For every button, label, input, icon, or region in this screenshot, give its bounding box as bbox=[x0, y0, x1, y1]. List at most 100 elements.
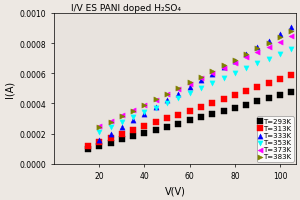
T=313K bbox=[289, 74, 294, 78]
T=293K bbox=[221, 110, 226, 113]
T=353K bbox=[119, 121, 124, 124]
T=333K bbox=[255, 46, 260, 50]
T=313K bbox=[142, 125, 147, 128]
T=373K bbox=[199, 78, 203, 81]
T=333K bbox=[153, 106, 158, 109]
T=333K bbox=[108, 132, 113, 135]
T=293K bbox=[187, 119, 192, 122]
T=293K bbox=[131, 135, 136, 138]
T=313K bbox=[176, 113, 181, 117]
T=333K bbox=[187, 86, 192, 89]
T=333K bbox=[176, 93, 181, 96]
T=353K bbox=[97, 131, 102, 134]
T=333K bbox=[210, 73, 214, 76]
T=313K bbox=[153, 121, 158, 124]
Legend: T=293K, T=313K, T=333K, T=353K, T=373K, T=383K: T=293K, T=313K, T=333K, T=353K, T=373K, … bbox=[256, 117, 294, 162]
T=333K bbox=[97, 139, 102, 142]
T=383K bbox=[289, 31, 294, 34]
T=313K bbox=[244, 90, 248, 93]
T=293K bbox=[244, 103, 248, 107]
T=383K bbox=[232, 59, 237, 62]
T=293K bbox=[266, 97, 271, 100]
T=293K bbox=[108, 141, 113, 144]
T=373K bbox=[221, 67, 226, 70]
T=383K bbox=[221, 64, 226, 68]
T=383K bbox=[131, 109, 136, 113]
T=353K bbox=[165, 101, 170, 105]
T=293K bbox=[210, 113, 214, 116]
T=293K bbox=[119, 138, 124, 141]
T=383K bbox=[176, 87, 181, 90]
T=383K bbox=[165, 92, 170, 96]
T=333K bbox=[142, 112, 147, 116]
T=383K bbox=[244, 53, 248, 56]
T=383K bbox=[97, 126, 102, 129]
T=353K bbox=[221, 77, 226, 80]
T=293K bbox=[85, 148, 90, 151]
T=333K bbox=[266, 40, 271, 43]
T=373K bbox=[244, 57, 248, 60]
T=333K bbox=[165, 99, 170, 102]
T=333K bbox=[221, 66, 226, 69]
T=313K bbox=[119, 133, 124, 136]
T=293K bbox=[255, 100, 260, 103]
T=313K bbox=[221, 98, 226, 101]
T=373K bbox=[131, 109, 136, 112]
T=353K bbox=[108, 126, 113, 129]
T=353K bbox=[131, 116, 136, 119]
T=353K bbox=[153, 106, 158, 110]
T=383K bbox=[108, 121, 113, 124]
T=353K bbox=[255, 63, 260, 66]
T=293K bbox=[199, 116, 203, 119]
T=333K bbox=[244, 53, 248, 56]
T=353K bbox=[199, 87, 203, 90]
T=383K bbox=[278, 36, 282, 39]
T=293K bbox=[142, 132, 147, 135]
T=383K bbox=[266, 42, 271, 45]
T=313K bbox=[187, 109, 192, 113]
T=293K bbox=[165, 125, 170, 129]
T=383K bbox=[153, 98, 158, 101]
T=383K bbox=[142, 104, 147, 107]
T=373K bbox=[142, 104, 147, 107]
T=373K bbox=[97, 125, 102, 128]
T=383K bbox=[210, 70, 214, 73]
T=373K bbox=[210, 72, 214, 75]
T=293K bbox=[278, 94, 282, 97]
T=353K bbox=[210, 82, 214, 85]
T=293K bbox=[97, 144, 102, 148]
T=383K bbox=[119, 115, 124, 118]
T=373K bbox=[187, 83, 192, 86]
T=373K bbox=[289, 36, 294, 39]
T=313K bbox=[97, 141, 102, 144]
T=353K bbox=[142, 111, 147, 114]
T=373K bbox=[266, 46, 271, 49]
X-axis label: V(V): V(V) bbox=[164, 186, 185, 196]
T=313K bbox=[278, 78, 282, 81]
T=313K bbox=[199, 106, 203, 109]
T=353K bbox=[289, 48, 294, 51]
T=313K bbox=[266, 82, 271, 85]
T=313K bbox=[232, 94, 237, 97]
T=313K bbox=[85, 145, 90, 148]
T=353K bbox=[176, 97, 181, 100]
T=373K bbox=[108, 119, 113, 123]
T=353K bbox=[187, 92, 192, 95]
T=373K bbox=[165, 93, 170, 96]
T=333K bbox=[232, 60, 237, 63]
Text: I/V ES PANI doped H₂SO₄: I/V ES PANI doped H₂SO₄ bbox=[71, 4, 181, 13]
T=313K bbox=[210, 102, 214, 105]
T=293K bbox=[176, 122, 181, 126]
T=313K bbox=[131, 129, 136, 132]
T=293K bbox=[232, 107, 237, 110]
T=373K bbox=[278, 41, 282, 44]
T=333K bbox=[289, 27, 294, 30]
T=333K bbox=[131, 119, 136, 122]
T=353K bbox=[244, 67, 248, 71]
T=383K bbox=[199, 76, 203, 79]
T=373K bbox=[119, 114, 124, 117]
T=313K bbox=[108, 137, 113, 140]
T=373K bbox=[153, 98, 158, 102]
T=353K bbox=[266, 58, 271, 61]
T=373K bbox=[232, 62, 237, 65]
